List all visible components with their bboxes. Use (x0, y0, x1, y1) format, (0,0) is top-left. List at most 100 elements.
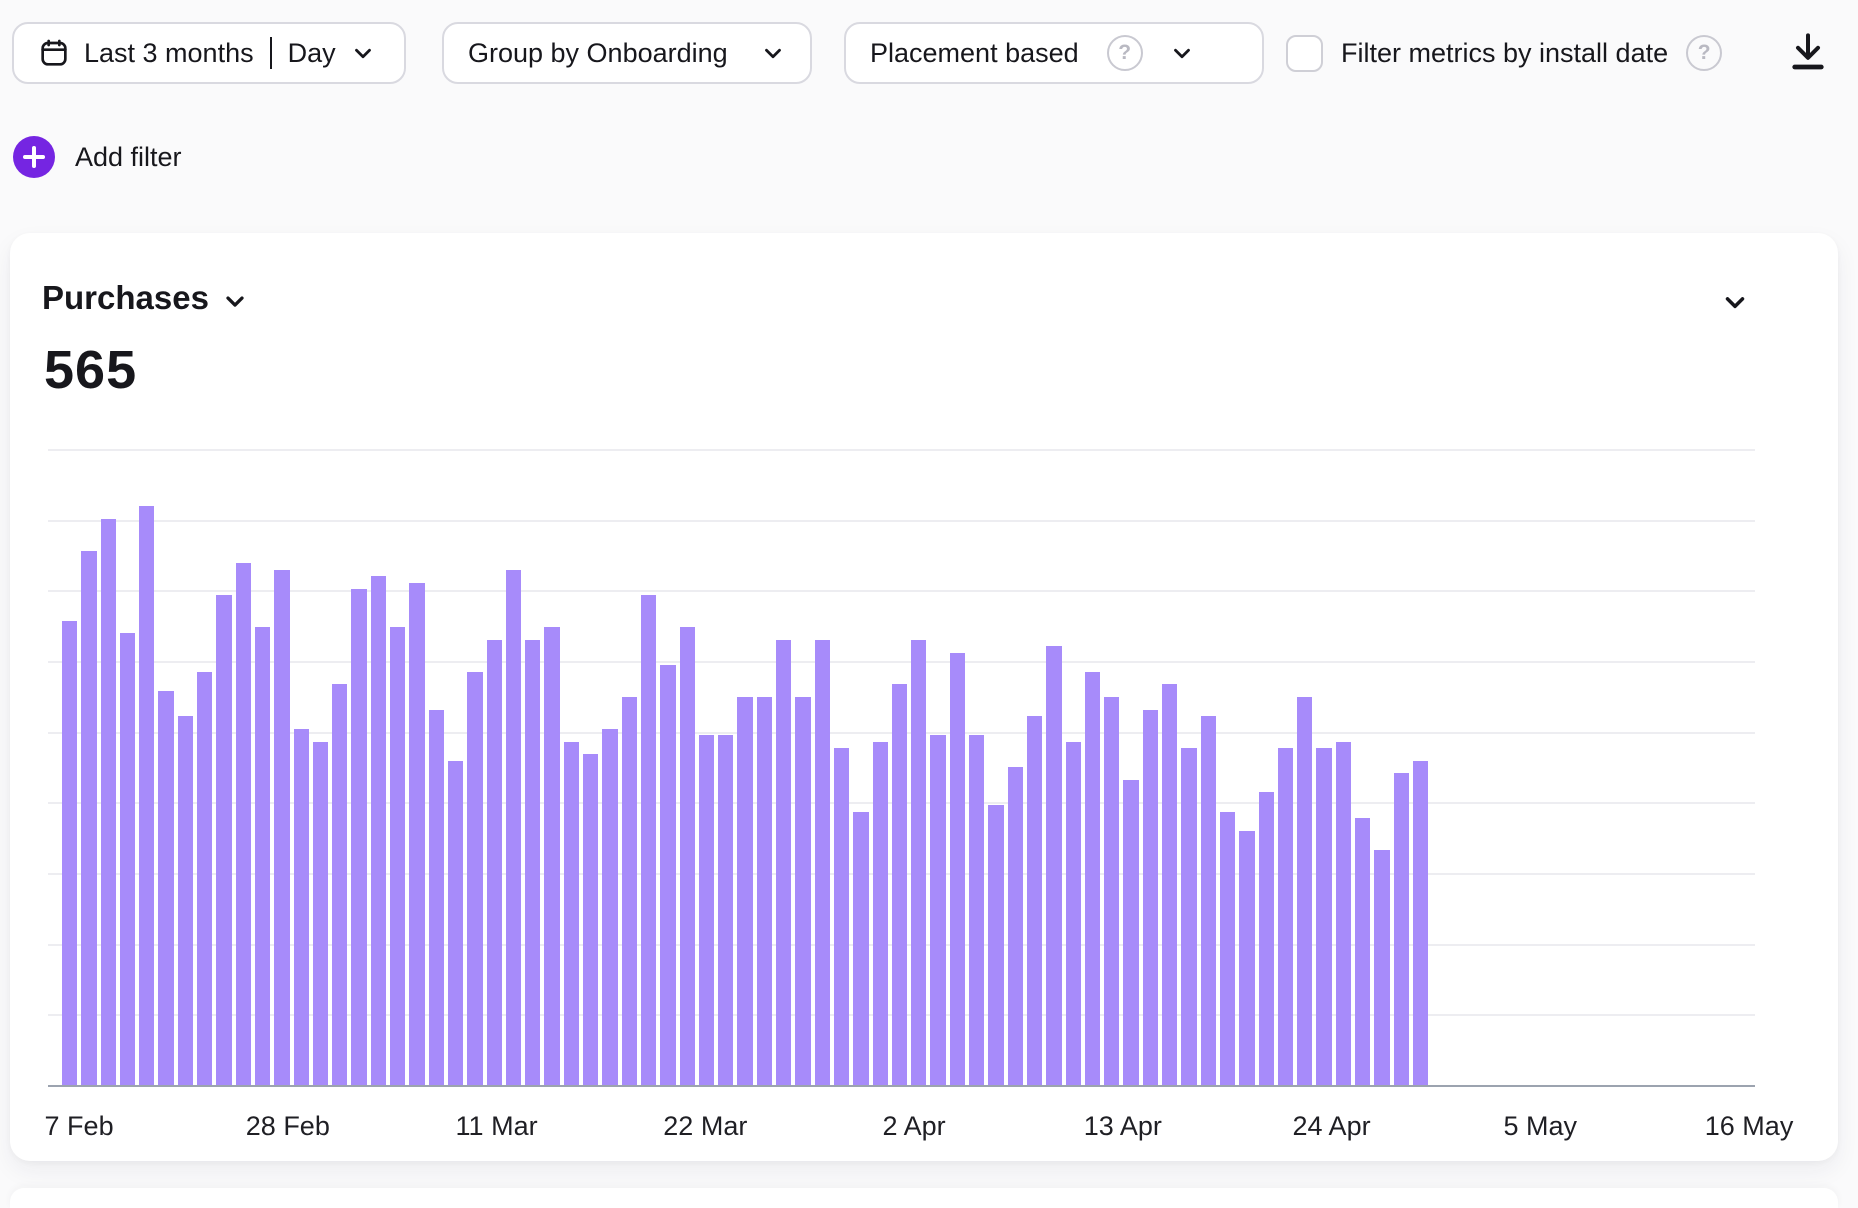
bar-day-62[interactable] (1239, 830, 1255, 1085)
bar-day-29[interactable] (602, 728, 618, 1085)
bar-day-36[interactable] (737, 697, 753, 1085)
bar-day-38[interactable] (776, 639, 792, 1085)
bar-day-46[interactable] (930, 735, 946, 1085)
bar-day-11[interactable] (254, 627, 271, 1085)
bar-day-59[interactable] (1181, 747, 1197, 1085)
bar-day-54[interactable] (1084, 671, 1101, 1085)
bar-day-17[interactable] (370, 576, 387, 1085)
bar-day-18[interactable] (390, 627, 406, 1085)
bar-day-50[interactable] (1007, 767, 1023, 1085)
bar-day-56[interactable] (1123, 779, 1139, 1085)
bar-day-40[interactable] (814, 639, 830, 1085)
purchases-card: Purchases 565 7 Feb 28 Feb 11 Mar 22 Mar 2 A… (10, 233, 1838, 1161)
bar-day-9[interactable] (216, 595, 232, 1085)
date-range-label: Last 3 months (84, 37, 254, 68)
bar-day-41[interactable] (833, 747, 850, 1085)
bar-day-51[interactable] (1026, 716, 1043, 1085)
bar-day-2[interactable] (81, 550, 97, 1085)
bar-day-49[interactable] (988, 805, 1004, 1085)
bar-day-63[interactable] (1258, 792, 1274, 1085)
bar-day-20[interactable] (428, 709, 444, 1085)
bar-day-16[interactable] (351, 588, 367, 1085)
bar-day-48[interactable] (969, 735, 985, 1085)
bar-day-42[interactable] (853, 811, 869, 1085)
bar-day-66[interactable] (1316, 747, 1332, 1085)
metric-label: Purchases (42, 279, 209, 316)
bar-day-4[interactable] (119, 633, 136, 1085)
x-tick-label: 2 Apr (882, 1111, 946, 1141)
bar-day-22[interactable] (467, 671, 483, 1085)
bar-day-26[interactable] (544, 627, 560, 1085)
bar-day-39[interactable] (795, 697, 811, 1085)
group-by-label: Group by Onboarding (468, 37, 728, 68)
bar-day-31[interactable] (640, 595, 657, 1085)
x-tick-label: 24 Apr (1292, 1111, 1371, 1141)
download-icon[interactable] (1788, 30, 1828, 77)
bar-day-6[interactable] (158, 690, 174, 1085)
bar-day-1[interactable] (61, 620, 78, 1085)
bar-day-34[interactable] (698, 735, 715, 1085)
help-glyph: ? (1118, 41, 1132, 64)
bar-day-33[interactable] (679, 627, 695, 1085)
add-filter-label: Add filter (75, 141, 182, 172)
bar-day-19[interactable] (409, 582, 425, 1085)
placement-dropdown[interactable]: Placement based ? (844, 22, 1264, 84)
chevron-down-icon (221, 287, 249, 315)
metric-selector[interactable]: Purchases (42, 279, 249, 317)
gridline (48, 519, 1755, 522)
bar-day-69[interactable] (1374, 849, 1390, 1085)
bar-day-14[interactable] (312, 741, 329, 1085)
plus-icon (13, 136, 55, 178)
install-date-filter: Filter metrics by install date ? (1286, 22, 1723, 84)
bar-day-43[interactable] (872, 741, 888, 1085)
bar-day-7[interactable] (177, 716, 194, 1085)
x-tick-label: 22 Mar (663, 1111, 748, 1141)
bar-day-68[interactable] (1355, 817, 1371, 1085)
bar-day-45[interactable] (911, 639, 927, 1085)
add-filter-button[interactable]: Add filter (13, 136, 182, 178)
bar-chart-plot-area (48, 449, 1755, 1087)
group-by-dropdown[interactable]: Group by Onboarding (442, 22, 812, 84)
collapse-card-chevron-icon[interactable] (1720, 287, 1750, 320)
bar-day-25[interactable] (525, 639, 541, 1085)
bar-day-10[interactable] (235, 563, 251, 1085)
bar-day-58[interactable] (1162, 684, 1178, 1085)
bar-day-8[interactable] (197, 671, 213, 1085)
install-date-checkbox[interactable] (1286, 34, 1323, 72)
date-range-dropdown[interactable]: Last 3 months Day (12, 22, 406, 84)
bar-day-24[interactable] (505, 569, 522, 1085)
bar-day-53[interactable] (1065, 741, 1081, 1085)
bar-day-37[interactable] (756, 697, 773, 1085)
bar-day-15[interactable] (332, 684, 348, 1085)
bar-day-61[interactable] (1219, 811, 1236, 1085)
bar-day-55[interactable] (1104, 697, 1120, 1085)
bar-day-64[interactable] (1277, 747, 1294, 1085)
x-tick-label: 16 May (1704, 1111, 1794, 1141)
help-icon[interactable]: ? (1106, 35, 1143, 71)
bar-day-57[interactable] (1142, 709, 1159, 1085)
bar-day-27[interactable] (563, 741, 580, 1085)
bar-day-70[interactable] (1393, 773, 1409, 1085)
bar-day-32[interactable] (660, 665, 676, 1085)
bar-day-23[interactable] (486, 639, 502, 1085)
bar-day-13[interactable] (293, 728, 309, 1085)
help-icon[interactable]: ? (1686, 35, 1723, 71)
bar-day-71[interactable] (1412, 760, 1429, 1085)
bar-day-47[interactable] (949, 652, 966, 1085)
gridline (48, 590, 1755, 593)
bar-day-3[interactable] (100, 518, 116, 1085)
bar-day-52[interactable] (1046, 646, 1062, 1085)
bar-day-21[interactable] (447, 760, 464, 1085)
bar-day-28[interactable] (583, 754, 599, 1085)
bar-day-35[interactable] (718, 735, 734, 1085)
install-date-checkbox-label: Filter metrics by install date (1341, 37, 1669, 68)
chevron-down-icon (1169, 40, 1195, 66)
bar-day-60[interactable] (1200, 716, 1216, 1085)
bar-day-30[interactable] (621, 697, 637, 1085)
bar-day-12[interactable] (274, 569, 290, 1085)
bar-day-5[interactable] (139, 506, 155, 1085)
bar-day-67[interactable] (1335, 741, 1352, 1085)
bar-day-44[interactable] (891, 684, 908, 1085)
granularity-label: Day (287, 37, 336, 68)
bar-day-65[interactable] (1297, 697, 1313, 1085)
